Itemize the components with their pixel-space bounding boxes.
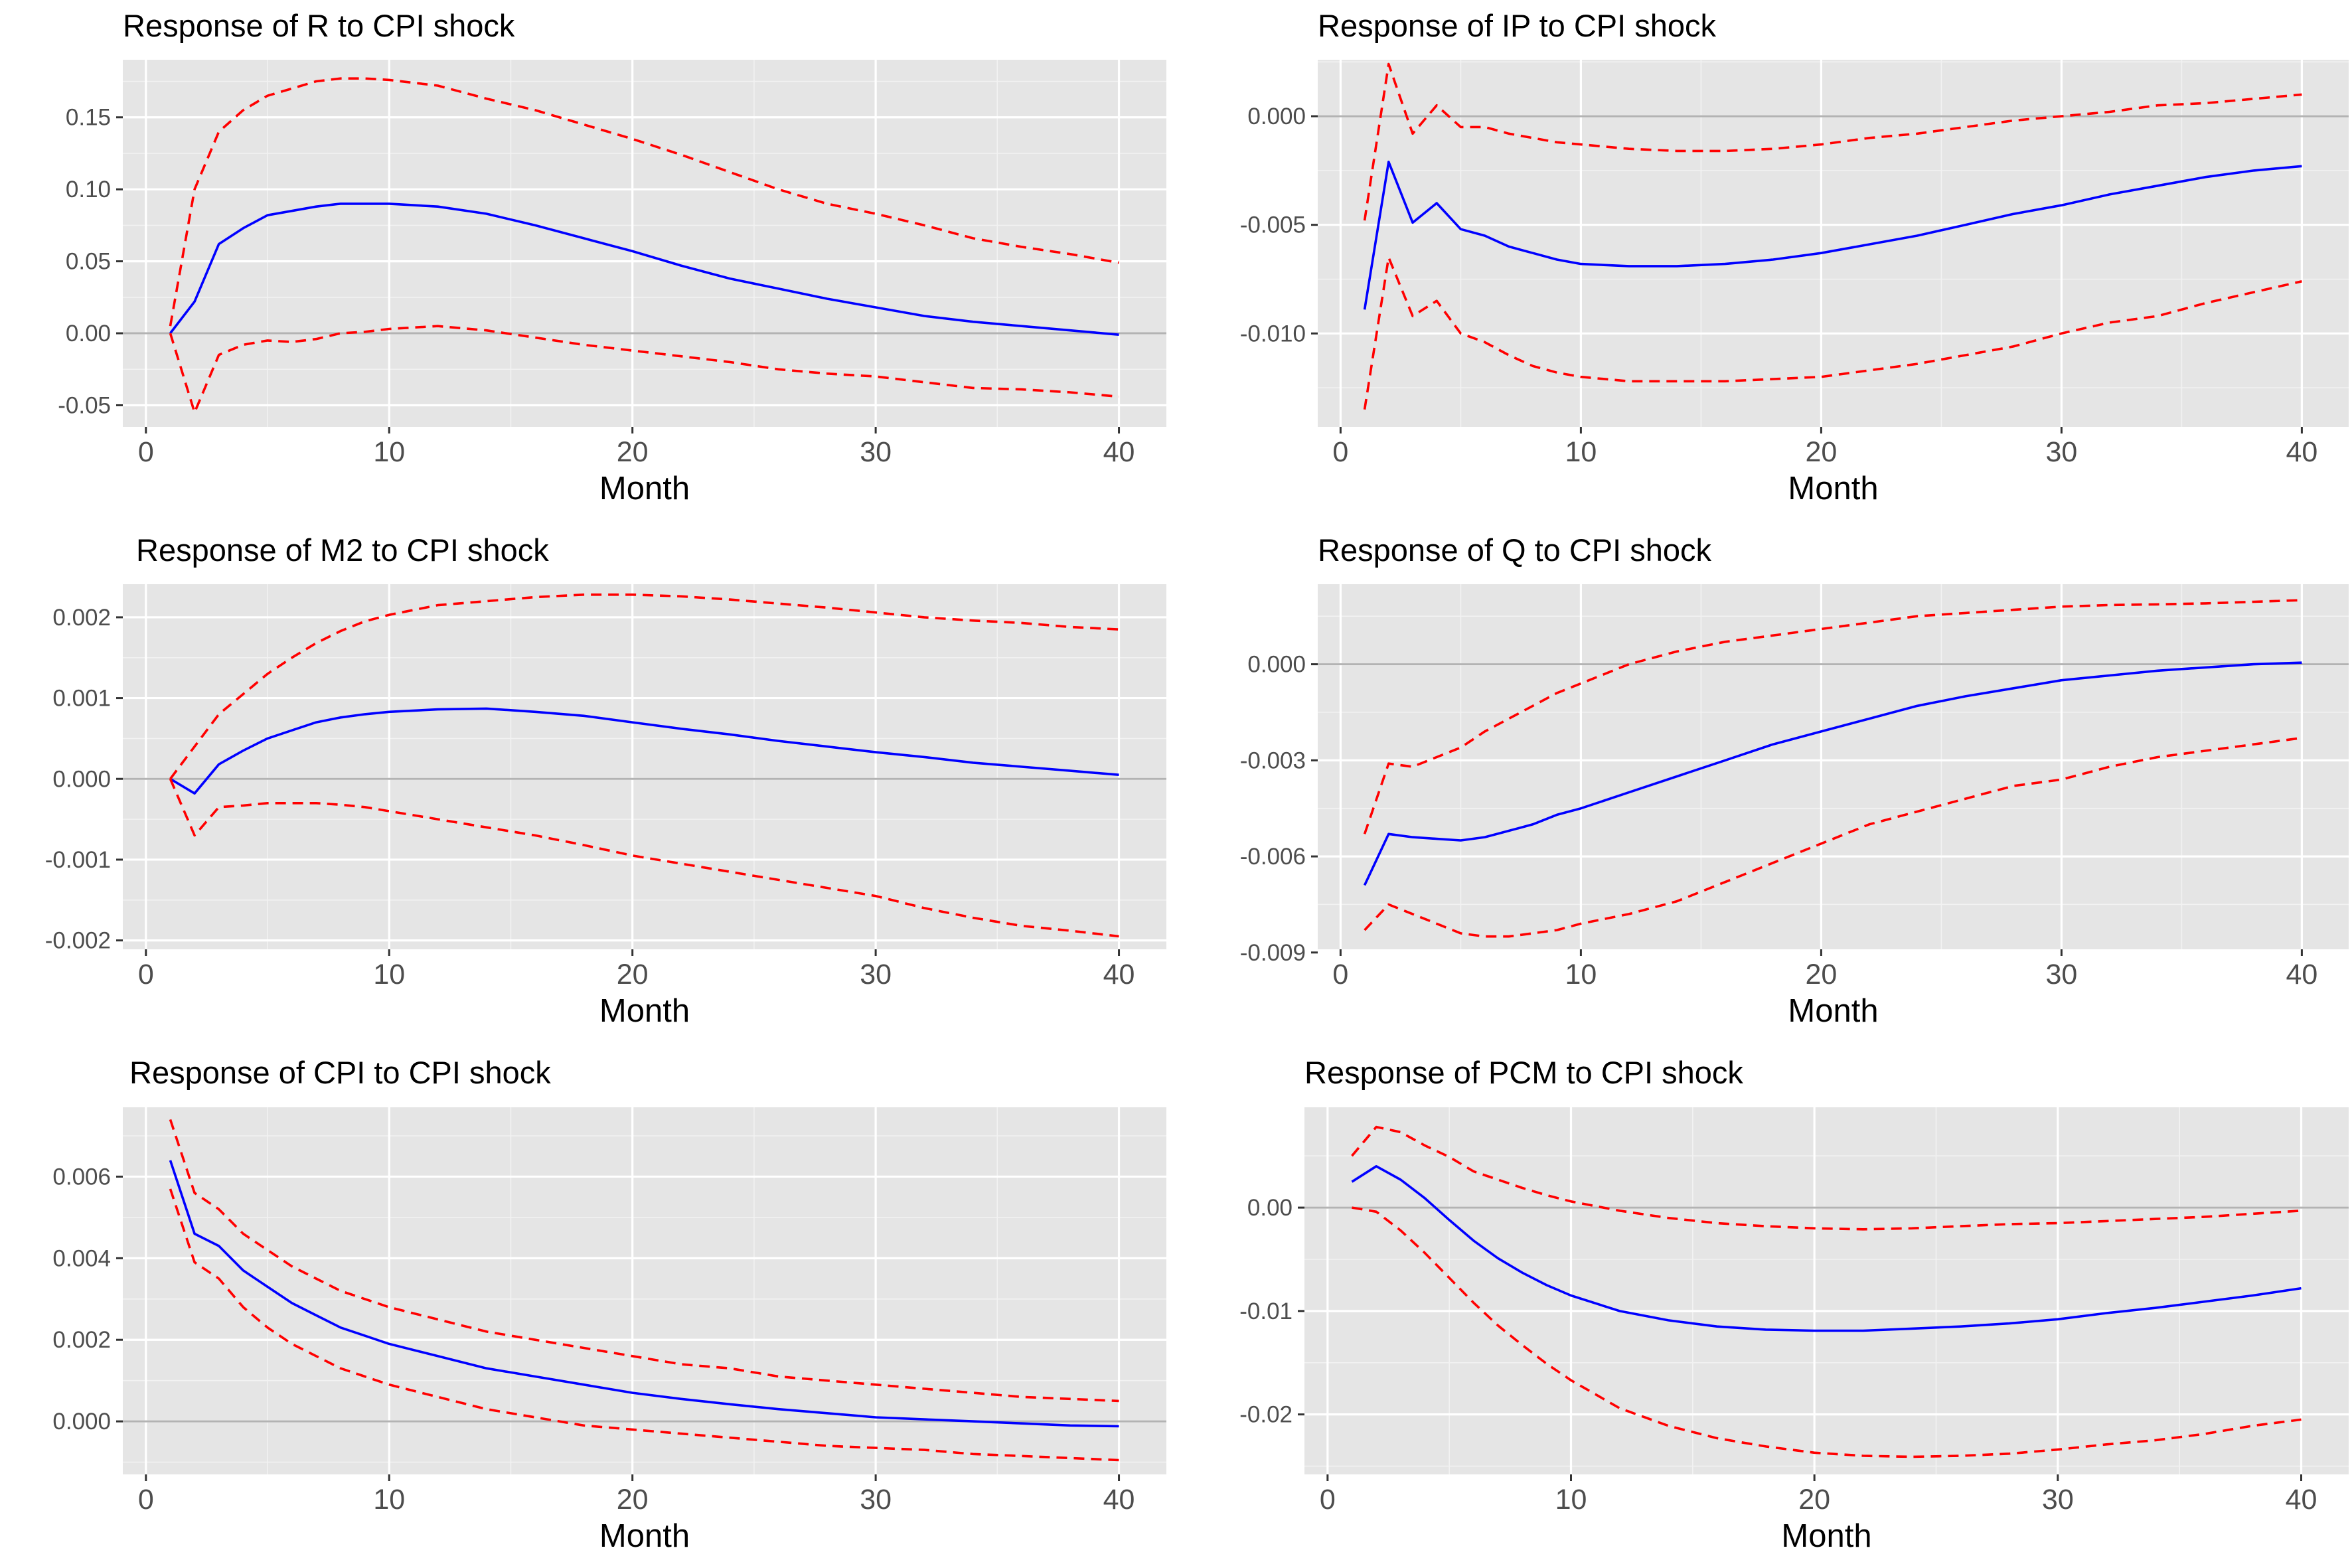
x-axis-label: Month — [599, 993, 690, 1029]
x-tick-label: 0 — [138, 959, 154, 990]
lower-band-line — [1364, 736, 2302, 938]
x-axis-label: Month — [1788, 993, 1878, 1029]
chart-title: Response of CPI to CPI shock — [129, 1055, 551, 1090]
x-tick-label: 30 — [2042, 1484, 2074, 1516]
lower-band-line — [169, 778, 1119, 938]
x-axis-label: Month — [599, 1518, 690, 1554]
chart-panel-3: -0.002 -0.001 0.000 0.001 0.002 0 10 20 30 40 Mont… — [45, 532, 1166, 1029]
y-tick-label: 0.000 — [1247, 104, 1306, 129]
upper-band-line — [169, 77, 1119, 327]
chart-title: Response of Q to CPI shock — [1318, 532, 1712, 568]
y-tick-label: 0.00 — [1247, 1195, 1293, 1221]
y-tick-label: 0.000 — [52, 766, 111, 792]
chart-title: Response of R to CPI shock — [123, 8, 515, 43]
upper-band-line — [169, 593, 1119, 780]
x-tick-label: 30 — [2045, 436, 2077, 468]
y-tick-label: -0.002 — [45, 928, 111, 954]
chart-title: Response of PCM to CPI shock — [1304, 1055, 1743, 1090]
y-tick-label: -0.02 — [1239, 1402, 1293, 1428]
x-tick-label: 10 — [373, 1484, 405, 1516]
panel-background — [1318, 584, 2349, 949]
x-tick-label: 20 — [1805, 959, 1837, 990]
upper-band-line — [1351, 1125, 2302, 1231]
x-axis-label: Month — [599, 471, 690, 507]
y-tick-label: -0.009 — [1240, 940, 1306, 966]
x-tick-label: 40 — [1103, 436, 1135, 468]
chart-title: Response of IP to CPI shock — [1318, 8, 1717, 43]
lower-band-line — [169, 325, 1119, 414]
y-tick-label: 0.002 — [52, 605, 111, 631]
y-tick-label: 0.000 — [1247, 652, 1306, 678]
chart-panel-2: -0.010 -0.005 0.000 0 10 20 30 40 Month Response … — [1240, 8, 2349, 507]
y-tick-label: -0.01 — [1239, 1298, 1293, 1324]
y-tick-label: 0.004 — [52, 1245, 111, 1271]
x-axis-label: Month — [1781, 1518, 1871, 1554]
y-tick-label: -0.05 — [58, 392, 111, 418]
x-tick-label: 0 — [138, 436, 154, 468]
panel-background — [123, 60, 1166, 427]
irf-line — [1351, 1165, 2302, 1332]
x-tick-label: 20 — [1798, 1484, 1830, 1516]
chart-title: Response of M2 to CPI shock — [136, 532, 549, 568]
panel-background — [1304, 1107, 2349, 1474]
y-tick-label: -0.010 — [1240, 321, 1306, 347]
panel-background — [1318, 60, 2349, 427]
x-tick-label: 40 — [2286, 436, 2317, 468]
x-tick-label: 20 — [617, 436, 649, 468]
irf-line — [169, 202, 1119, 336]
x-axis-label: Month — [1788, 471, 1878, 507]
y-tick-label: 0.00 — [66, 321, 111, 347]
y-tick-label: 0.000 — [52, 1409, 111, 1435]
y-tick-label: 0.006 — [52, 1164, 111, 1190]
irf-line — [1363, 161, 2302, 310]
x-tick-label: 20 — [617, 1484, 649, 1516]
irf-line — [169, 707, 1119, 795]
chart-panel-5: 0.000 0.002 0.004 0.006 0 10 20 30 40 Month Respon… — [52, 1055, 1166, 1554]
chart-panel-6: -0.02 -0.01 0.00 0 10 20 30 40 Month Response of … — [1239, 1055, 2349, 1554]
y-tick-label: 0.001 — [52, 686, 111, 712]
irf-line — [1363, 661, 2302, 886]
x-tick-label: 30 — [2045, 959, 2077, 990]
upper-band-line — [1363, 62, 2302, 221]
x-tick-label: 10 — [1555, 1484, 1587, 1516]
x-tick-label: 10 — [373, 959, 405, 990]
y-tick-label: -0.005 — [1240, 212, 1306, 238]
y-tick-label: 0.15 — [66, 105, 111, 131]
upper-band-line — [1363, 599, 2302, 834]
y-tick-label: 0.10 — [66, 177, 111, 202]
x-tick-label: 40 — [2286, 959, 2317, 990]
x-tick-label: 20 — [617, 959, 649, 990]
x-tick-label: 40 — [1103, 1484, 1135, 1516]
x-tick-label: 40 — [1103, 959, 1135, 990]
x-tick-label: 0 — [1332, 436, 1348, 468]
lower-band-line — [1363, 256, 2302, 410]
x-tick-label: 30 — [860, 436, 892, 468]
x-tick-label: 0 — [138, 1484, 154, 1516]
y-tick-label: -0.001 — [45, 847, 111, 873]
irf-line — [169, 1160, 1119, 1428]
lower-band-line — [169, 1188, 1119, 1462]
y-tick-label: 0.002 — [52, 1327, 111, 1353]
x-tick-label: 20 — [1805, 436, 1837, 468]
y-tick-label: -0.003 — [1240, 747, 1306, 773]
chart-panel-4: -0.009 -0.006 -0.003 0.000 0 10 20 30 40 Month Res… — [1240, 532, 2349, 1029]
panel-background — [123, 584, 1166, 949]
chart-panel-1: -0.05 0.00 0.05 0.10 0.15 0 10 20 30 40 Month Respo… — [58, 8, 1166, 507]
x-tick-label: 10 — [1565, 436, 1597, 468]
x-tick-label: 30 — [860, 1484, 892, 1516]
upper-band-line — [169, 1119, 1119, 1403]
x-tick-label: 0 — [1332, 959, 1348, 990]
x-tick-label: 30 — [860, 959, 892, 990]
x-tick-label: 10 — [373, 436, 405, 468]
y-tick-label: 0.05 — [66, 249, 111, 275]
y-tick-label: -0.006 — [1240, 844, 1306, 870]
panel-background — [123, 1107, 1166, 1474]
lower-band-line — [1352, 1206, 2302, 1458]
x-tick-label: 10 — [1565, 959, 1597, 990]
x-tick-label: 40 — [2286, 1484, 2317, 1516]
x-tick-label: 0 — [1320, 1484, 1336, 1516]
